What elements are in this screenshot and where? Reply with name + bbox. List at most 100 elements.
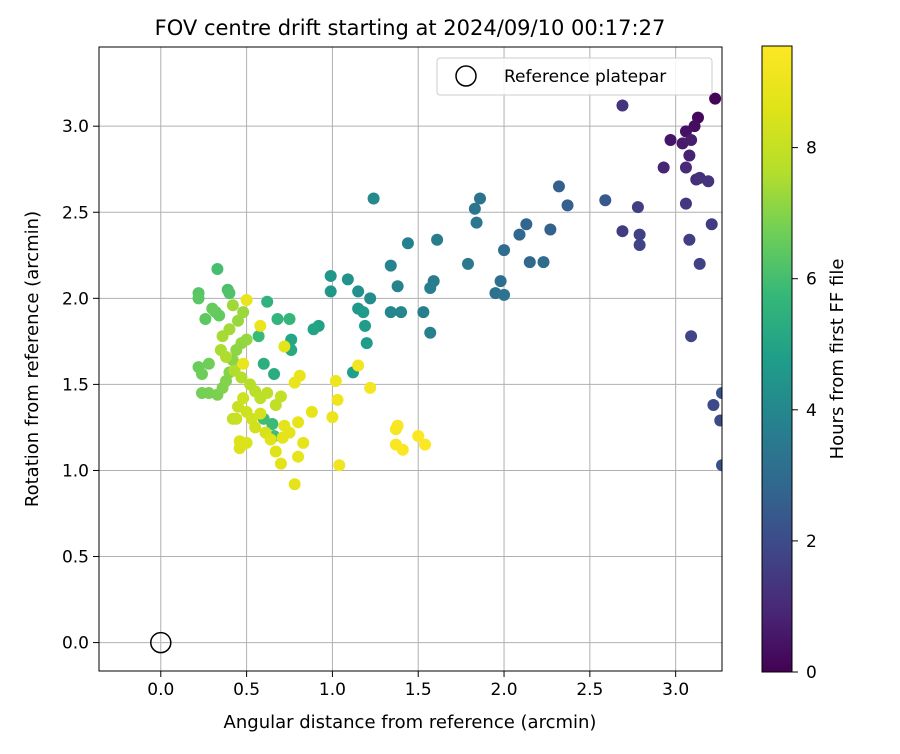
data-point (664, 133, 677, 146)
data-point (254, 407, 267, 420)
data-point (261, 386, 274, 399)
legend-box (436, 57, 713, 96)
y-tick-label: 1.0 (62, 461, 89, 481)
x-axis-label: Angular distance from reference (arcmin) (224, 712, 597, 733)
data-point (192, 292, 205, 305)
data-point (552, 180, 565, 193)
data-point (520, 218, 533, 231)
data-point (269, 445, 282, 458)
data-point (274, 457, 287, 470)
data-point (396, 443, 409, 456)
data-point (474, 192, 487, 205)
data-point (293, 369, 306, 382)
data-point (391, 419, 404, 432)
data-point (274, 390, 287, 403)
colorbar-tick-label: 4 (806, 401, 817, 421)
data-point (364, 292, 377, 305)
data-point (254, 319, 267, 332)
data-point (431, 233, 444, 246)
data-point (211, 263, 224, 276)
data-point (352, 359, 365, 372)
data-point (288, 478, 301, 491)
data-point (235, 371, 248, 384)
x-tick-label: 1.0 (319, 680, 346, 700)
data-point (679, 125, 692, 138)
y-tick-label: 0.0 (62, 634, 89, 654)
data-point (716, 459, 722, 472)
data-point (461, 257, 474, 270)
data-point (412, 430, 425, 443)
data-point (716, 386, 722, 399)
y-tick-label: 0.5 (62, 548, 89, 568)
data-point (468, 202, 481, 215)
data-point (230, 412, 243, 425)
data-point (278, 340, 291, 353)
data-point (269, 399, 282, 412)
data-point (223, 287, 236, 300)
data-point (240, 333, 253, 346)
data-point (292, 416, 305, 429)
colorbar-tick-label: 2 (806, 532, 817, 552)
data-point (679, 161, 692, 174)
data-point (707, 399, 720, 412)
data-point (237, 392, 250, 405)
data-point (232, 314, 245, 327)
data-point (364, 381, 377, 394)
data-point (202, 357, 215, 370)
data-point (261, 295, 274, 308)
x-tick-label: 1.5 (405, 680, 432, 700)
data-point (633, 228, 646, 241)
data-point (599, 194, 612, 207)
data-point (544, 223, 557, 236)
data-point (324, 269, 337, 282)
data-point (679, 197, 692, 210)
x-tick-label: 2.5 (576, 680, 603, 700)
data-point (226, 299, 239, 312)
data-point (705, 218, 718, 231)
data-point (498, 288, 511, 301)
data-point (283, 426, 296, 439)
x-tick-label: 2.0 (491, 680, 518, 700)
data-point (714, 414, 722, 427)
data-point (333, 459, 346, 472)
colorbar-ticks: 0 2 4 6 8 (792, 139, 817, 683)
data-point (324, 285, 337, 298)
data-point (305, 405, 318, 418)
data-point (709, 92, 722, 105)
data-point (513, 228, 526, 241)
data-point (633, 238, 646, 251)
x-tick-label: 0.5 (233, 680, 260, 700)
data-point (359, 319, 372, 332)
data-point (341, 273, 354, 286)
x-axis-ticks: 0.0 0.5 1.0 1.5 2.0 2.5 3.0 (147, 671, 689, 700)
data-point (616, 225, 629, 238)
plot-frame (98, 46, 723, 672)
data-point (384, 306, 397, 319)
data-point (685, 330, 698, 343)
data-point (307, 323, 320, 336)
data-point (240, 294, 253, 307)
data-point (685, 133, 698, 146)
data-point (360, 337, 373, 350)
data-point (419, 438, 432, 451)
chart-title: FOV centre drift starting at 2024/09/10 … (155, 16, 666, 40)
data-point (352, 285, 365, 298)
data-point (616, 99, 629, 112)
data-point (326, 411, 339, 424)
data-point (292, 450, 305, 463)
scatter-points (192, 92, 722, 491)
data-point (271, 312, 284, 325)
data-point (283, 312, 296, 325)
data-point (498, 244, 511, 257)
data-point (657, 161, 670, 174)
reference-platepar-marker (150, 631, 172, 654)
y-axis-label: Rotation from reference (arcmin) (22, 211, 43, 507)
data-point (395, 306, 408, 319)
colorbar-tick-label: 8 (806, 139, 817, 159)
data-point (264, 433, 277, 446)
data-point (252, 330, 265, 343)
data-point (357, 306, 370, 319)
data-point (417, 306, 430, 319)
data-point (206, 302, 219, 315)
data-point (494, 275, 507, 288)
